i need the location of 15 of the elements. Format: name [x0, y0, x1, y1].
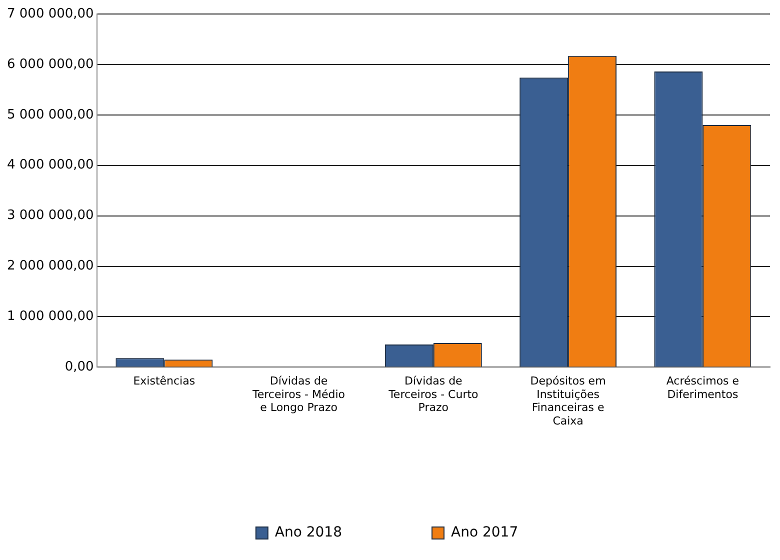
y-tick-label: 5 000 000,00 [6, 107, 94, 122]
legend-label: Ano 2018 [274, 524, 342, 541]
y-tick-label: 0,00 [64, 360, 94, 375]
y-tick-label: 7 000 000,00 [6, 6, 94, 22]
x-tick-label: Dívidas de Terceiros - Médio e Longo Prazo [252, 374, 346, 414]
y-tick-label: 4 000 000,00 [6, 158, 94, 173]
x-tick-label: Existências [133, 374, 196, 388]
x-tick-label: Depósitos em Instituições Financeiras e Caixa [530, 374, 606, 428]
legend-label: Ano 2017 [451, 524, 518, 541]
y-tick-label: 1 000 000,00 [6, 309, 94, 324]
x-tick-label: Acréscimos e Diferimentos [666, 374, 740, 401]
y-tick-label: 3 000 000,00 [6, 208, 94, 224]
y-tick-label: 2 000 000,00 [6, 258, 94, 274]
x-tick-label: Dívidas de Terceiros - Curto Prazo [388, 374, 479, 414]
y-tick-label: 6 000 000,00 [6, 56, 94, 72]
